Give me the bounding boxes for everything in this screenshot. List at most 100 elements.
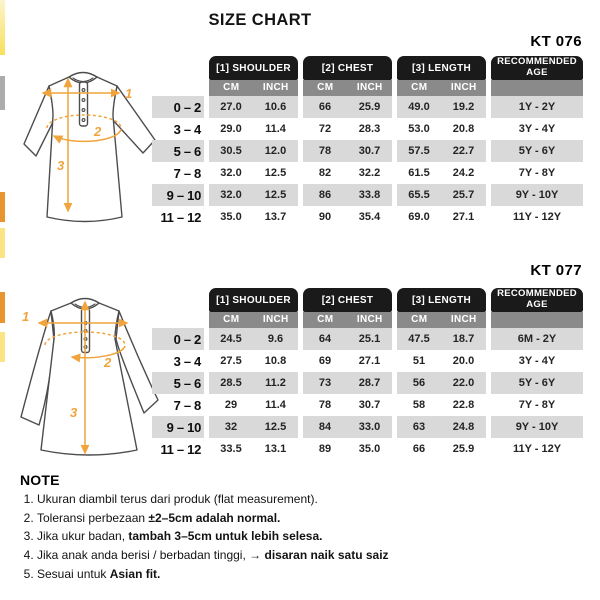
note-text: Jika ukur badan,	[37, 529, 129, 544]
size-table-kt076: [1] SHOULDER [2] CHEST [3] LENGTH RECOMM…	[152, 56, 588, 228]
age-cell: 3Y - 4Y	[518, 355, 556, 367]
shoulder-inch-cell: 9.6	[253, 328, 298, 350]
recommended-age-header: RECOMMENDED AGE	[491, 288, 583, 312]
chest-inch-cell: 28.7	[347, 372, 392, 394]
cm-label: CM	[223, 314, 240, 325]
length-cm-cell: 49.0	[397, 96, 441, 118]
measurement-annotations: 1 2 3	[41, 77, 132, 213]
note-item: Sesuai untuk Asian fit.	[37, 567, 585, 581]
cm-label: CM	[411, 82, 428, 93]
length-inch-cell: 24.2	[452, 167, 475, 179]
length-column-header: [3] LENGTH	[397, 288, 486, 312]
length-units: CM INCH	[397, 80, 486, 96]
age-cell: 7Y - 8Y	[518, 167, 556, 179]
length-units: CM INCH	[397, 312, 486, 328]
age-cell: 9Y - 10Y	[491, 184, 583, 206]
chest-ellipse-arrow	[52, 128, 122, 144]
shoulder-cm-cell: 24.5	[209, 328, 253, 350]
table-row: 3 – 4 27.5 10.8 69 27.1 51 20.0 3Y - 4Y	[152, 350, 588, 372]
shoulder-cm-cell: 28.5	[209, 372, 253, 394]
shoulder-cm-cell: 27.5	[220, 355, 242, 367]
chest-cm-cell: 82	[318, 167, 332, 179]
note-text-bold: tambah 3–5cm untuk lebih selesa.	[128, 529, 323, 544]
shoulder-cm-cell: 29.0	[220, 123, 242, 135]
length-inch-cell: 18.7	[441, 328, 486, 350]
color-swatch-strip	[0, 192, 5, 222]
age-cell: 7Y - 8Y	[518, 399, 556, 411]
chest-cm-cell: 73	[303, 372, 347, 394]
shoulder-measure-label: 1	[125, 86, 132, 101]
chest-cm-cell: 78	[318, 399, 332, 411]
table-row: 11 – 12 33.5 13.1 89 35.0 66 25.9 11Y - …	[152, 438, 588, 460]
shoulder-units: CM INCH	[209, 80, 298, 96]
chest-cm-cell: 86	[303, 184, 347, 206]
cm-label: CM	[317, 82, 334, 93]
size-range-cell: 7 – 8	[173, 397, 202, 413]
note-text: Toleransi perbezaan	[37, 510, 149, 525]
note-heading: NOTE	[20, 472, 60, 488]
table-row: 9 – 10 32 12.5 84 33.0 63 24.8 9Y - 10Y	[152, 416, 588, 438]
length-inch-cell: 22.0	[441, 372, 486, 394]
length-cm-cell: 69.0	[408, 211, 430, 223]
model-code-kt077: KT 077	[530, 262, 582, 279]
chest-units: CM INCH	[303, 80, 392, 96]
length-cm-cell: 63	[397, 416, 441, 438]
shirt-outline	[20, 297, 159, 456]
length-cm-cell: 51	[412, 355, 426, 367]
length-inch-cell: 22.7	[441, 140, 486, 162]
shoulder-inch-cell: 11.4	[265, 399, 286, 411]
length-cm-cell: 61.5	[408, 167, 430, 179]
age-cell: 3Y - 4Y	[518, 123, 556, 135]
size-range-cell: 9 – 10	[152, 184, 204, 206]
short-sleeve-shirt-illustration: 1 2 3	[23, 71, 156, 223]
chest-cm-cell: 78	[303, 140, 347, 162]
length-inch-cell: 27.1	[452, 211, 475, 223]
note-text: Ukuran diambil terus dari produk (flat m…	[37, 492, 318, 506]
inch-label: INCH	[262, 314, 289, 325]
shoulder-cm-cell: 32	[209, 416, 253, 438]
shoulder-inch-cell: 12.5	[264, 167, 287, 179]
table-row: 0 – 2 27.0 10.6 66 25.9 49.0 19.2 1Y - 2…	[152, 96, 588, 118]
shoulder-units: CM INCH	[209, 312, 298, 328]
table-header-row: [1] SHOULDER [2] CHEST [3] LENGTH RECOMM…	[152, 56, 588, 80]
inch-label: INCH	[450, 82, 477, 93]
chest-inch-cell: 35.4	[358, 211, 381, 223]
length-inch-cell: 20.8	[452, 123, 475, 135]
shoulder-inch-cell: 10.6	[253, 96, 298, 118]
note-text: Sesuai untuk	[37, 566, 110, 581]
size-range-cell: 9 – 10	[152, 416, 204, 438]
shoulder-measure-label: 1	[22, 309, 29, 324]
shoulder-inch-cell: 11.4	[265, 123, 286, 135]
color-swatch-strip	[0, 228, 5, 258]
table-row: 5 – 6 28.5 11.2 73 28.7 56 22.0 5Y - 6Y	[152, 372, 588, 394]
size-range-cell: 3 – 4	[173, 121, 202, 137]
chest-ellipse-arrow	[70, 345, 126, 363]
shoulder-inch-cell: 11.2	[253, 372, 298, 394]
shoulder-inch-cell: 10.8	[264, 355, 287, 367]
chest-inch-cell: 33.8	[347, 184, 392, 206]
chest-cm-cell: 64	[303, 328, 347, 350]
length-inch-cell: 20.0	[452, 355, 475, 367]
chest-cm-cell: 89	[318, 443, 332, 455]
color-swatch-strip	[0, 76, 5, 110]
length-inch-cell: 19.2	[441, 96, 486, 118]
shoulder-column-header: [1] SHOULDER	[209, 56, 298, 80]
long-sleeve-shirt-illustration: 1 2 3	[20, 297, 159, 456]
size-range-cell: 3 – 4	[173, 353, 202, 369]
chest-measure-label: 2	[103, 355, 112, 370]
age-cell: 1Y - 2Y	[491, 96, 583, 118]
chest-inch-cell: 32.2	[358, 167, 381, 179]
chest-units: CM INCH	[303, 312, 392, 328]
length-cm-cell: 65.5	[397, 184, 441, 206]
chest-cm-cell: 90	[318, 211, 332, 223]
size-table-kt077: [1] SHOULDER [2] CHEST [3] LENGTH RECOMM…	[152, 288, 588, 460]
size-range-cell: 11 – 12	[160, 441, 201, 457]
chest-measure-label: 2	[93, 124, 102, 139]
age-units-blank	[491, 312, 583, 328]
chest-inch-cell: 30.7	[347, 140, 392, 162]
length-measure-label: 3	[57, 158, 65, 173]
length-cm-cell: 56	[397, 372, 441, 394]
note-text-bold: ±2–5cm adalah normal.	[148, 510, 281, 525]
table-row: 11 – 12 35.0 13.7 90 35.4 69.0 27.1 11Y …	[152, 206, 588, 228]
